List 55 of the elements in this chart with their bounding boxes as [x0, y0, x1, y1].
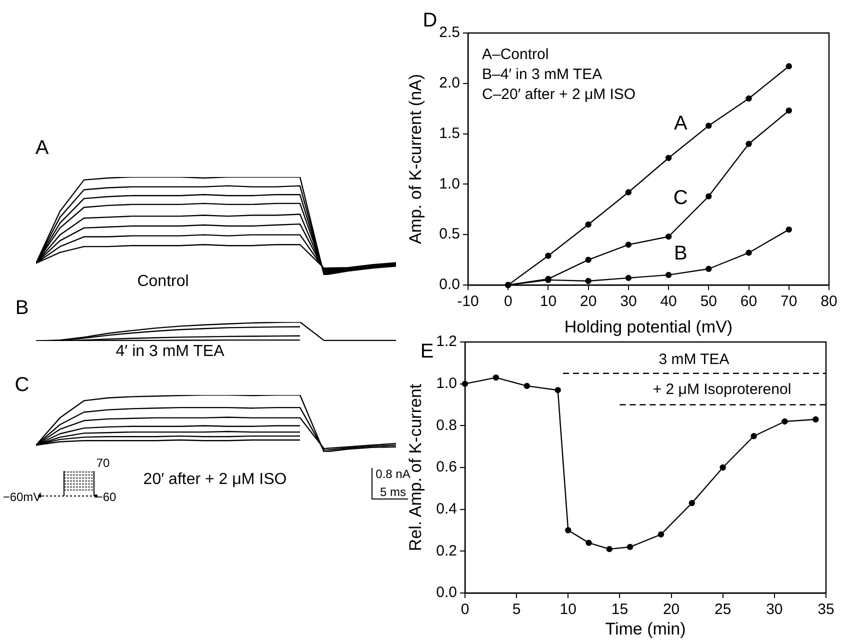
y-tick-label: 0.4: [436, 500, 457, 518]
chart-title: A: [35, 137, 49, 159]
chart-title: C: [14, 374, 30, 396]
series-label: C: [673, 186, 688, 209]
annotation: C–20′ after + 2 μM ISO: [482, 86, 636, 104]
text: 5 ms: [380, 485, 406, 499]
y-tick-label: 2.0: [439, 74, 460, 92]
x-tick-label: -10: [457, 293, 479, 310]
annotation: 3 mM TEA: [658, 351, 730, 368]
series-label: B: [674, 242, 688, 264]
x-axis-title: Time (min): [605, 619, 686, 638]
y-tick-label: 1.2: [436, 333, 457, 350]
x-tick-label: 15: [611, 601, 628, 618]
x-tick-label: 20: [580, 293, 597, 310]
y-tick-label: 0.5: [439, 226, 460, 243]
series-label: A: [674, 112, 688, 134]
text: 70: [96, 456, 110, 470]
x-tick-label: 0: [504, 293, 512, 310]
chart-title: D: [422, 10, 438, 32]
x-tick-label: 0: [460, 601, 470, 618]
x-tick-label: 80: [820, 293, 838, 310]
text: 4′ in 3 mM TEA: [116, 343, 224, 360]
y-axis-title: Amp. of K-current (nA): [406, 74, 425, 244]
chart-title: E: [420, 340, 434, 363]
annotation: Control: [137, 273, 189, 290]
text: 0.8 nA: [376, 467, 410, 481]
y-tick-label: 0.2: [436, 542, 457, 560]
y-tick-label: 0.6: [436, 458, 457, 476]
x-tick-label: 60: [740, 293, 758, 310]
text: −60: [96, 490, 116, 504]
x-tick-label: 35: [818, 601, 834, 618]
x-tick-label: 30: [766, 601, 783, 618]
x-tick-label: 10: [540, 293, 557, 310]
x-tick-label: 25: [714, 601, 732, 618]
annotation: A–Control: [482, 46, 549, 64]
annotation: + 2 μM Isoproterenol: [652, 381, 792, 398]
x-tick-label: 20: [662, 601, 680, 618]
y-tick-label: 2.5: [439, 24, 460, 42]
y-tick-label: 1.0: [439, 175, 460, 192]
y-tick-label: 0.0: [436, 584, 457, 602]
x-tick-label: 10: [560, 601, 576, 618]
x-tick-label: 40: [660, 293, 677, 310]
y-tick-label: 1.0: [436, 374, 457, 392]
x-tick-label: 50: [700, 293, 718, 310]
text: 20′ after + 2 μM ISO: [143, 471, 287, 488]
chart-title: B: [15, 297, 29, 319]
x-tick-label: 30: [620, 293, 637, 310]
text: −60mV: [2, 490, 42, 504]
annotation: B–4′ in 3 mM TEA: [482, 66, 602, 84]
x-tick-label: 5: [512, 601, 521, 618]
x-tick-label: 70: [780, 293, 798, 310]
y-tick-label: 0.8: [436, 416, 457, 434]
y-tick-label: 0.0: [439, 276, 460, 294]
x-axis-title: Holding potential (mV): [564, 317, 733, 336]
y-tick-label: 1.5: [439, 124, 460, 142]
